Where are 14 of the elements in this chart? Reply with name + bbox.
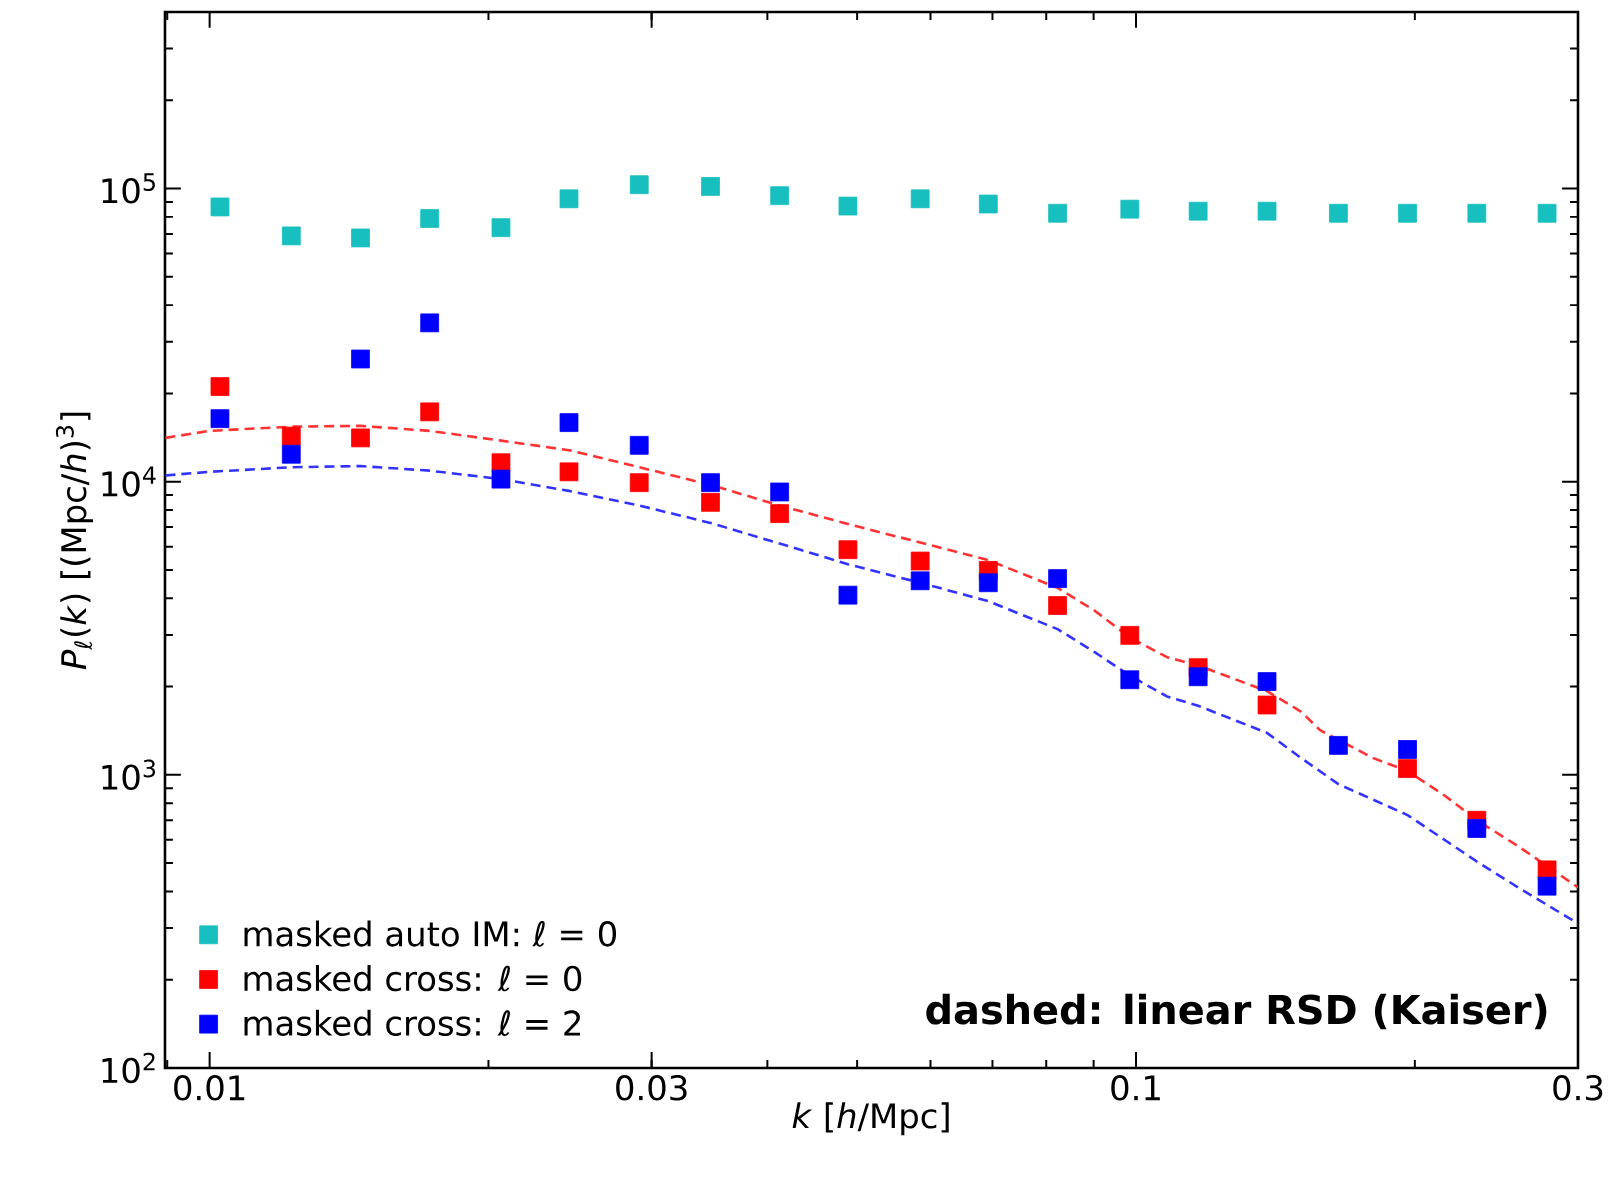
x-tick-label: 0.3 — [1553, 1075, 1603, 1101]
x-axis-title: k [h/Mpc] — [792, 1102, 949, 1136]
legend-label: masked cross: ℓ = 2 — [244, 1009, 581, 1036]
legend-label: masked auto IM: ℓ = 0 — [244, 920, 617, 947]
x-tick-label: 0.01 — [174, 1075, 245, 1101]
y-tick-label: 10$^{3}$ — [102, 759, 156, 791]
y-tick-label: 10$^{2}$ — [102, 1052, 155, 1084]
x-tick-label: 0.03 — [616, 1075, 687, 1101]
annotation: dashed: linear RSD (Kaiser) — [926, 993, 1547, 1030]
y-tick-label: 10$^{4}$ — [102, 466, 156, 497]
legend-label: masked cross: ℓ = 0 — [244, 965, 582, 992]
x-tick-label: 0.1 — [1111, 1075, 1160, 1101]
y-tick-label: 10$^{5}$ — [102, 173, 155, 204]
text: P$_{ℓ}$(k) [(Mpc/h)$^{3}$] — [55, 412, 94, 670]
